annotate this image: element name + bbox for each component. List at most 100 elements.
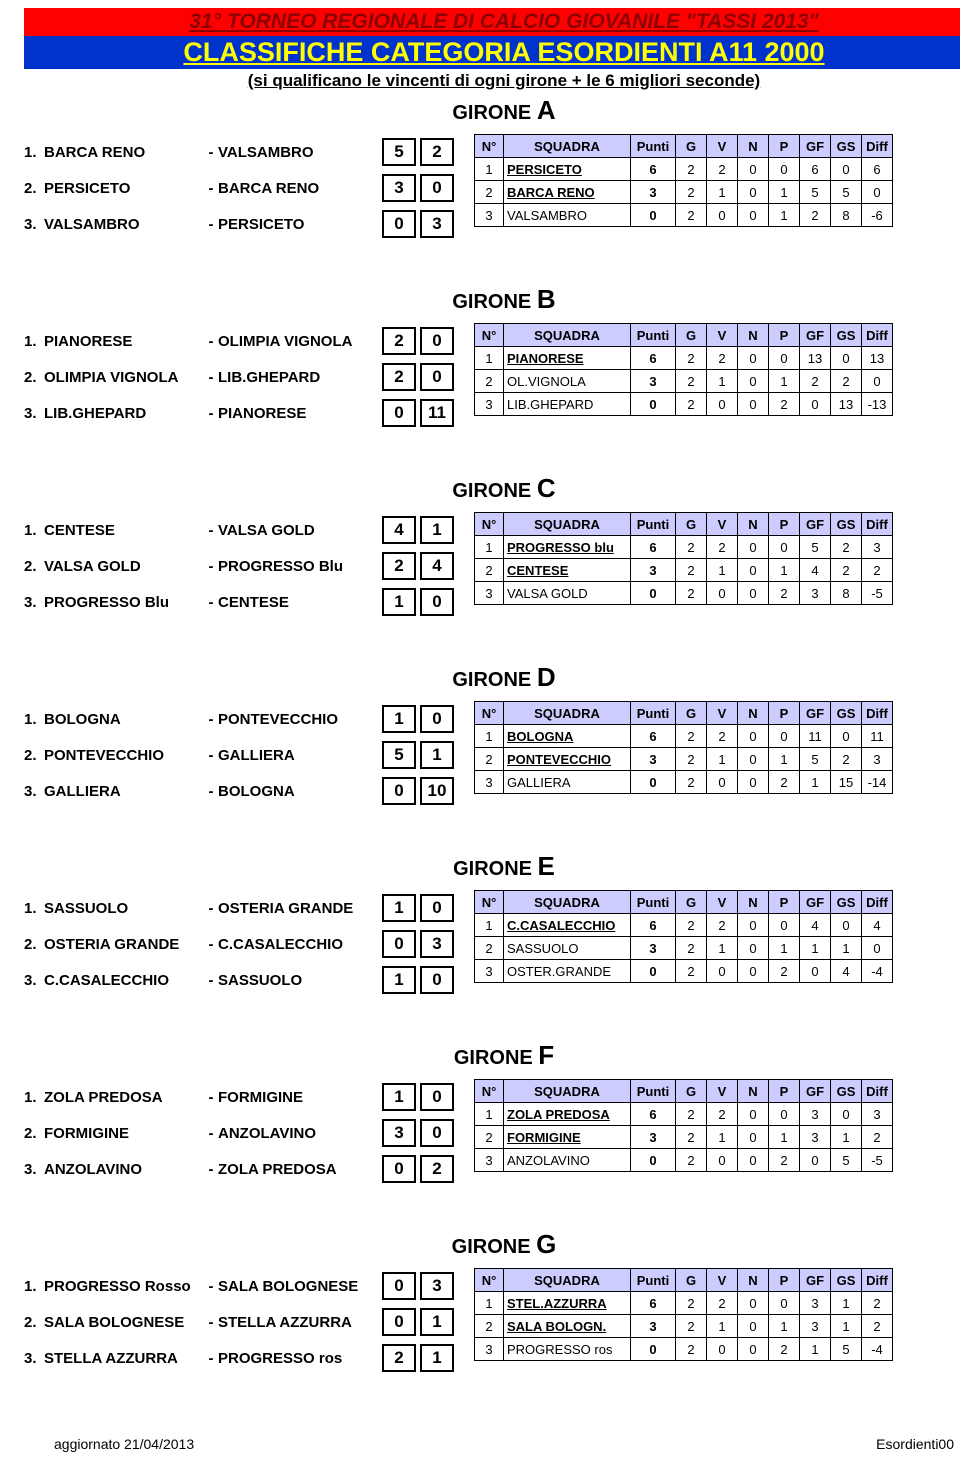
cell-punti: 6 bbox=[631, 1103, 676, 1126]
col-V: V bbox=[707, 1080, 738, 1103]
cell-squad: SALA BOLOGN. bbox=[504, 1315, 631, 1338]
cell-punti: 3 bbox=[631, 1315, 676, 1338]
cell-p: 0 bbox=[769, 725, 800, 748]
cell-p: 1 bbox=[769, 748, 800, 771]
cell-v: 0 bbox=[707, 393, 738, 416]
col-P: P bbox=[769, 1080, 800, 1103]
standings-table: N°SQUADRAPuntiGVNPGFGSDiff1BOLOGNA622001… bbox=[474, 701, 893, 794]
dash: - bbox=[204, 1278, 218, 1295]
standings-header: N°SQUADRAPuntiGVNPGFGSDiff bbox=[475, 513, 893, 536]
cell-squad: C.CASALECCHIO bbox=[504, 914, 631, 937]
cell-gs: 0 bbox=[831, 158, 862, 181]
cell-squad: PONTEVECCHIO bbox=[504, 748, 631, 771]
col-GS: GS bbox=[831, 135, 862, 158]
match-num: 2. bbox=[24, 1314, 44, 1331]
cell-v: 0 bbox=[707, 960, 738, 983]
score2: 1 bbox=[420, 1308, 454, 1336]
match-team1: VALSA GOLD bbox=[44, 558, 204, 575]
cell-n: 2 bbox=[475, 1126, 504, 1149]
col-G: G bbox=[676, 1080, 707, 1103]
col-GF: GF bbox=[800, 1269, 831, 1292]
cell-p: 1 bbox=[769, 370, 800, 393]
cell-n: 3 bbox=[475, 960, 504, 983]
score1: 1 bbox=[382, 705, 416, 733]
cell-gf: 3 bbox=[800, 1315, 831, 1338]
cell-n: 1 bbox=[475, 158, 504, 181]
cell-n2: 0 bbox=[738, 370, 769, 393]
cell-n: 2 bbox=[475, 559, 504, 582]
cell-n: 1 bbox=[475, 347, 504, 370]
banner-red: 31° TORNEO REGIONALE DI CALCIO GIOVANILE… bbox=[24, 8, 960, 36]
cell-diff: -4 bbox=[862, 960, 893, 983]
match-team2: FORMIGINE bbox=[218, 1089, 378, 1106]
col-SQUADRA: SQUADRA bbox=[504, 324, 631, 347]
standings-header: N°SQUADRAPuntiGVNPGFGSDiff bbox=[475, 1269, 893, 1292]
col-Punti: Punti bbox=[631, 702, 676, 725]
cell-squad: PIANORESE bbox=[504, 347, 631, 370]
cell-diff: 3 bbox=[862, 748, 893, 771]
match-num: 3. bbox=[24, 972, 44, 989]
girone-title: GIRONE B bbox=[24, 284, 960, 315]
match-team1: PROGRESSO Blu bbox=[44, 594, 204, 611]
cell-punti: 3 bbox=[631, 748, 676, 771]
col-SQUADRA: SQUADRA bbox=[504, 513, 631, 536]
cell-diff: 0 bbox=[862, 937, 893, 960]
cell-n: 2 bbox=[475, 181, 504, 204]
cell-diff: 11 bbox=[862, 725, 893, 748]
cell-gf: 1 bbox=[800, 937, 831, 960]
dash: - bbox=[204, 216, 218, 233]
standings-row: 3OSTER.GRANDE0200204-4 bbox=[475, 960, 893, 983]
cell-n: 1 bbox=[475, 914, 504, 937]
cell-gf: 13 bbox=[800, 347, 831, 370]
score1: 2 bbox=[382, 363, 416, 391]
match-row: 1.PIANORESE-OLIMPIA VIGNOLA20 bbox=[24, 323, 464, 359]
standings-row: 1BOLOGNA6220011011 bbox=[475, 725, 893, 748]
score1: 3 bbox=[382, 1119, 416, 1147]
match-team1: PERSICETO bbox=[44, 180, 204, 197]
standings-table: N°SQUADRAPuntiGVNPGFGSDiff1PROGRESSO blu… bbox=[474, 512, 893, 605]
cell-punti: 6 bbox=[631, 347, 676, 370]
cell-squad: PROGRESSO blu bbox=[504, 536, 631, 559]
dash: - bbox=[204, 1350, 218, 1367]
match-num: 3. bbox=[24, 405, 44, 422]
standings-row: 1ZOLA PREDOSA62200303 bbox=[475, 1103, 893, 1126]
cell-punti: 6 bbox=[631, 536, 676, 559]
match-row: 1.SASSUOLO-OSTERIA GRANDE10 bbox=[24, 890, 464, 926]
cell-punti: 0 bbox=[631, 204, 676, 227]
cell-p: 1 bbox=[769, 181, 800, 204]
standings-row: 1STEL.AZZURRA62200312 bbox=[475, 1292, 893, 1315]
cell-n: 1 bbox=[475, 725, 504, 748]
col-Diff: Diff bbox=[862, 135, 893, 158]
col-N°: N° bbox=[475, 135, 504, 158]
score2: 0 bbox=[420, 894, 454, 922]
girone-block: 1.BOLOGNA-PONTEVECCHIO102.PONTEVECCHIO-G… bbox=[24, 695, 960, 845]
col-N: N bbox=[738, 513, 769, 536]
col-GF: GF bbox=[800, 513, 831, 536]
cell-p: 2 bbox=[769, 960, 800, 983]
match-team2: CENTESE bbox=[218, 594, 378, 611]
cell-squad: ZOLA PREDOSA bbox=[504, 1103, 631, 1126]
dash: - bbox=[204, 405, 218, 422]
cell-diff: -6 bbox=[862, 204, 893, 227]
cell-n2: 0 bbox=[738, 771, 769, 794]
cell-gf: 2 bbox=[800, 204, 831, 227]
cell-diff: 13 bbox=[862, 347, 893, 370]
cell-gs: 4 bbox=[831, 960, 862, 983]
cell-p: 1 bbox=[769, 1315, 800, 1338]
col-Diff: Diff bbox=[862, 324, 893, 347]
match-team2: C.CASALECCHIO bbox=[218, 936, 378, 953]
col-P: P bbox=[769, 135, 800, 158]
cell-punti: 0 bbox=[631, 1338, 676, 1361]
cell-gs: 2 bbox=[831, 748, 862, 771]
match-row: 3.PROGRESSO Blu-CENTESE10 bbox=[24, 584, 464, 620]
cell-g: 2 bbox=[676, 559, 707, 582]
match-row: 2.OSTERIA GRANDE-C.CASALECCHIO03 bbox=[24, 926, 464, 962]
match-row: 2.PERSICETO-BARCA RENO30 bbox=[24, 170, 464, 206]
cell-diff: 3 bbox=[862, 536, 893, 559]
match-num: 3. bbox=[24, 783, 44, 800]
cell-n: 3 bbox=[475, 1338, 504, 1361]
match-team1: SASSUOLO bbox=[44, 900, 204, 917]
match-team1: C.CASALECCHIO bbox=[44, 972, 204, 989]
cell-g: 2 bbox=[676, 536, 707, 559]
col-N°: N° bbox=[475, 324, 504, 347]
